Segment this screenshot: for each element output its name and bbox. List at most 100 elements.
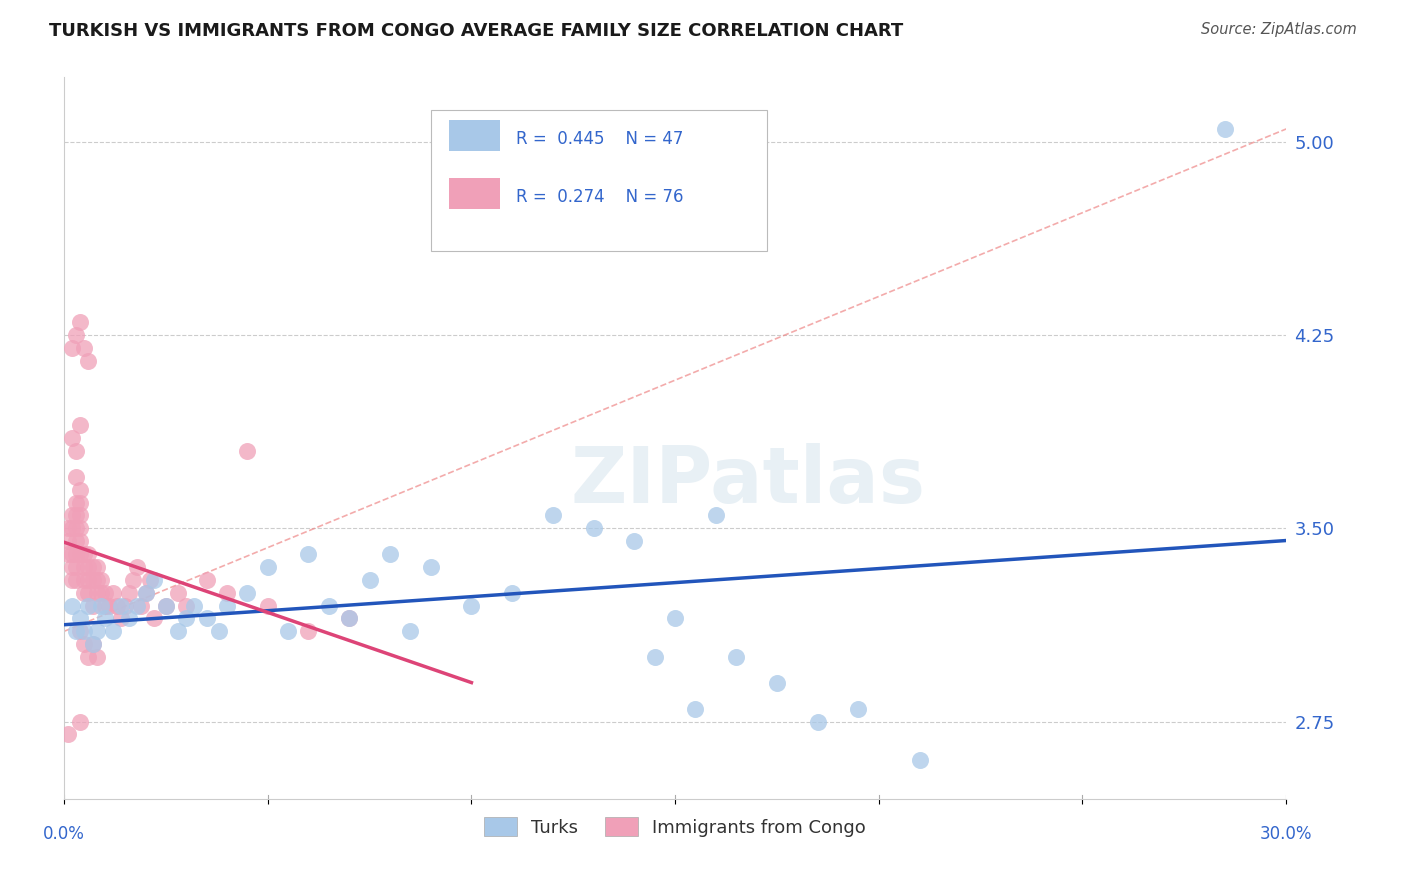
Point <box>419 560 441 574</box>
Point <box>73 637 96 651</box>
Point <box>86 560 108 574</box>
Point <box>183 599 205 613</box>
Point <box>685 701 707 715</box>
Point <box>56 727 79 741</box>
Point <box>69 547 91 561</box>
FancyBboxPatch shape <box>449 120 501 151</box>
Point <box>501 585 523 599</box>
Point <box>65 495 87 509</box>
Point <box>101 585 124 599</box>
Point <box>236 444 259 458</box>
Point <box>56 534 79 549</box>
Point <box>725 650 748 665</box>
Point <box>142 573 165 587</box>
Point <box>69 611 91 625</box>
Point <box>69 714 91 729</box>
Point <box>215 599 238 613</box>
Text: 0.0%: 0.0% <box>44 824 84 843</box>
Point <box>69 534 91 549</box>
Point <box>65 547 87 561</box>
Point <box>337 611 360 625</box>
Point <box>105 599 128 613</box>
FancyBboxPatch shape <box>430 110 766 251</box>
Point <box>195 611 218 625</box>
Point <box>90 573 112 587</box>
Point <box>65 624 87 639</box>
Point <box>256 560 278 574</box>
Point <box>208 624 231 639</box>
Point <box>73 585 96 599</box>
Point <box>82 573 104 587</box>
Text: ZIPatlas: ZIPatlas <box>571 443 927 519</box>
Point <box>94 611 117 625</box>
Point <box>167 624 190 639</box>
Point <box>77 650 100 665</box>
Point <box>82 637 104 651</box>
Point <box>77 547 100 561</box>
Point <box>65 560 87 574</box>
Point <box>460 599 482 613</box>
Point <box>82 599 104 613</box>
Point <box>60 599 83 613</box>
Point <box>155 599 177 613</box>
Point <box>65 444 87 458</box>
Point <box>77 573 100 587</box>
Point <box>848 701 870 715</box>
Point <box>118 611 141 625</box>
Point <box>60 573 83 587</box>
Point <box>399 624 422 639</box>
Point <box>60 547 83 561</box>
Point <box>60 431 83 445</box>
Point <box>73 560 96 574</box>
Point <box>118 585 141 599</box>
Point <box>807 714 830 729</box>
Point <box>623 534 645 549</box>
Point <box>77 560 100 574</box>
Point <box>90 599 112 613</box>
Point <box>65 328 87 343</box>
Point <box>90 585 112 599</box>
Point <box>110 599 132 613</box>
Point <box>69 495 91 509</box>
Point <box>65 573 87 587</box>
Point <box>60 508 83 523</box>
Point <box>65 469 87 483</box>
Point <box>195 573 218 587</box>
Point <box>142 611 165 625</box>
Point <box>174 599 197 613</box>
Text: Source: ZipAtlas.com: Source: ZipAtlas.com <box>1201 22 1357 37</box>
Point <box>122 573 145 587</box>
Point <box>337 611 360 625</box>
Point <box>65 534 87 549</box>
Point <box>135 585 157 599</box>
Point <box>110 611 132 625</box>
Point <box>69 508 91 523</box>
Point <box>86 573 108 587</box>
Point <box>318 599 340 613</box>
Point <box>101 624 124 639</box>
Point <box>359 573 381 587</box>
Point <box>378 547 401 561</box>
Point <box>908 753 931 767</box>
Text: TURKISH VS IMMIGRANTS FROM CONGO AVERAGE FAMILY SIZE CORRELATION CHART: TURKISH VS IMMIGRANTS FROM CONGO AVERAGE… <box>49 22 904 40</box>
Point <box>56 521 79 535</box>
Point <box>138 573 160 587</box>
Point <box>297 547 319 561</box>
Point <box>644 650 666 665</box>
Point <box>86 650 108 665</box>
Point <box>277 624 299 639</box>
Point <box>82 560 104 574</box>
Point <box>69 483 91 497</box>
Point <box>60 341 83 355</box>
Point <box>69 418 91 433</box>
Text: 30.0%: 30.0% <box>1260 824 1312 843</box>
Point <box>97 599 120 613</box>
Point <box>766 676 789 690</box>
Point <box>86 624 108 639</box>
Point <box>541 508 564 523</box>
Point <box>69 521 91 535</box>
Point <box>131 599 153 613</box>
Point <box>114 599 136 613</box>
Point <box>135 585 157 599</box>
Legend: Turks, Immigrants from Congo: Turks, Immigrants from Congo <box>477 810 873 844</box>
